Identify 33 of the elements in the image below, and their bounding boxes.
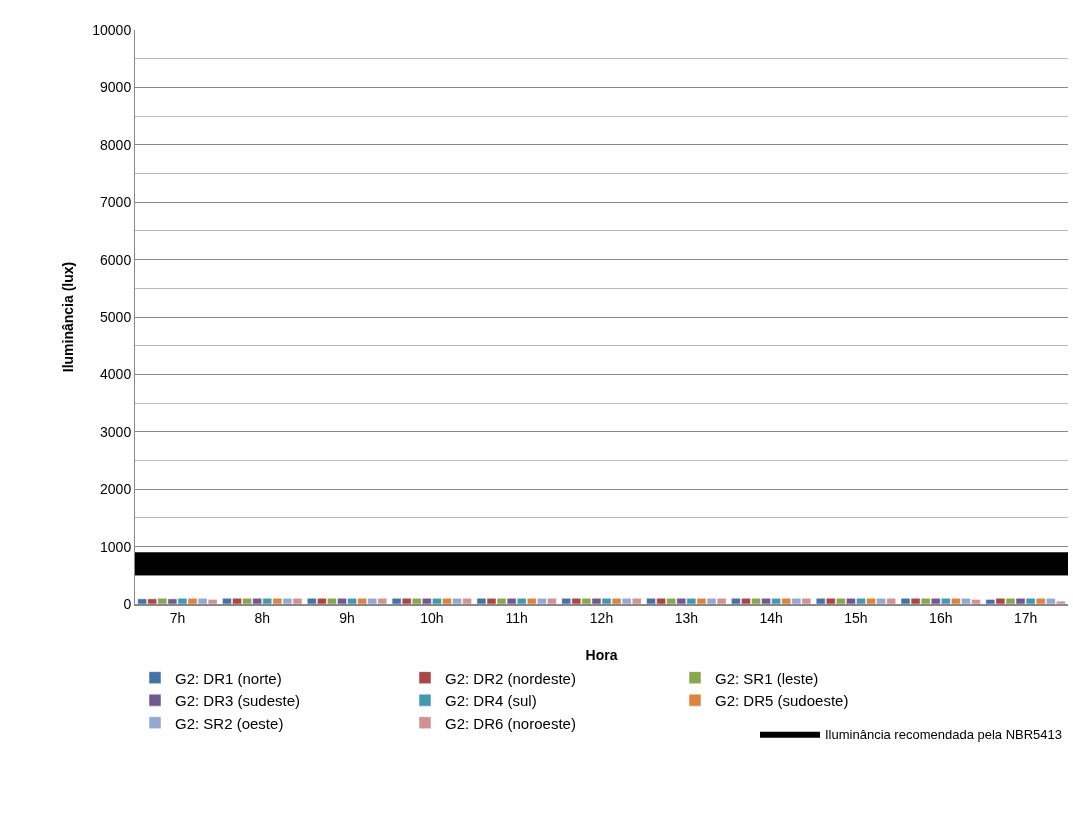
x-tick-label: 10h bbox=[420, 609, 444, 626]
x-tick-label: 14h bbox=[759, 609, 783, 626]
y-tick-label: 2000 bbox=[100, 481, 132, 498]
x-axis-title: Hora bbox=[585, 646, 618, 663]
x-tick-label: 11h bbox=[505, 609, 528, 626]
x-tick-label: 12h bbox=[589, 609, 614, 626]
x-tick-label: 16h bbox=[929, 609, 953, 626]
legend-label: G2: DR1 (norte) bbox=[175, 669, 282, 687]
y-tick-label: 5000 bbox=[100, 308, 132, 325]
legend-label: G2: DR2 (nordeste) bbox=[445, 669, 576, 687]
legend-label: Iluminância recomendada pela NBR5413 bbox=[825, 726, 1063, 742]
y-tick-label: 8000 bbox=[100, 136, 132, 153]
y-tick-label: 10000 bbox=[92, 21, 132, 38]
x-tick-label: 7h bbox=[169, 609, 186, 626]
legend-label: G2: SR1 (leste) bbox=[715, 669, 819, 687]
x-tick-label: 9h bbox=[339, 609, 355, 626]
y-tick-label: 4000 bbox=[100, 366, 132, 383]
y-tick-label: 6000 bbox=[100, 251, 132, 268]
y-axis-title: Iluminância (lux) bbox=[59, 261, 76, 373]
y-tick-label: 1000 bbox=[100, 538, 132, 555]
x-tick-label: 17h bbox=[1013, 609, 1038, 626]
y-tick-label: 7000 bbox=[100, 194, 132, 211]
y-tick-label: 0 bbox=[123, 595, 132, 612]
y-tick-label: 9000 bbox=[100, 79, 132, 96]
x-tick-label: 8h bbox=[254, 609, 271, 626]
legend-label: G2: DR5 (sudoeste) bbox=[715, 692, 849, 709]
x-tick-label: 13h bbox=[674, 609, 698, 626]
legend-label: G2: DR3 (sudeste) bbox=[175, 692, 301, 709]
legend-label: G2: DR6 (noroeste) bbox=[445, 714, 576, 732]
legend-label: G2: SR2 (oeste) bbox=[175, 714, 284, 732]
legend-label: G2: DR4 (sul) bbox=[445, 692, 537, 709]
x-tick-label: 15h bbox=[844, 609, 868, 626]
y-tick-label: 3000 bbox=[100, 423, 132, 440]
